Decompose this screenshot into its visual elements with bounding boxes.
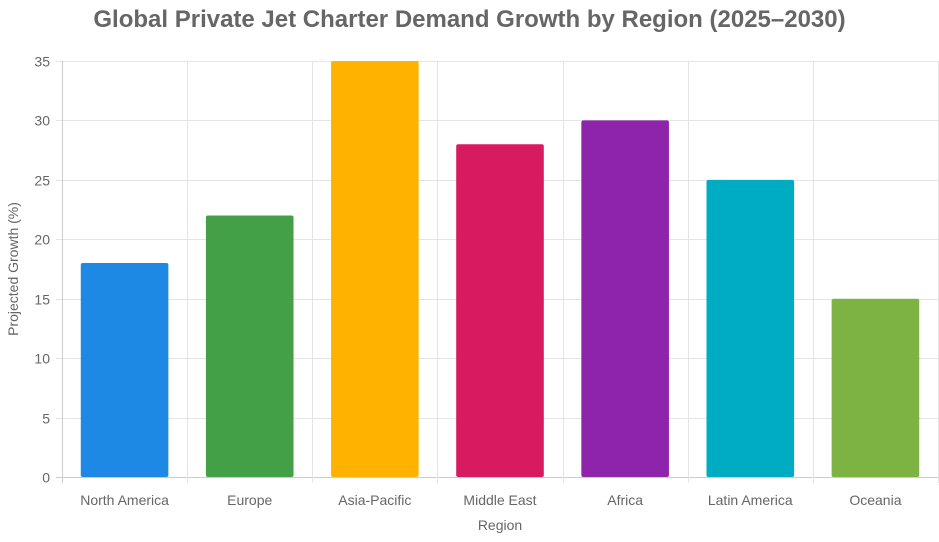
chart-title: Global Private Jet Charter Demand Growth… [93,6,846,33]
x-axis-title: Region [478,517,522,533]
bar-africa [581,120,669,477]
bar-north-america [80,263,169,477]
bar-oceania [831,298,920,477]
x-tick-label: Latin America [708,492,793,508]
axis-layer: 0 5 10 15 20 25 30 35 North America Europe Asia-Pa… [34,54,901,509]
bar-layer [80,61,920,477]
x-tick-label: Oceania [849,492,901,508]
y-tick-label: 30 [34,113,50,129]
x-tick-label: Middle East [463,492,536,508]
y-tick-label: 35 [34,54,50,70]
bar-middle-east [456,144,544,477]
y-tick-label: 10 [34,351,50,367]
x-tick-label: North America [80,492,169,508]
x-tick-label: Asia-Pacific [338,492,411,508]
y-tick-label: 5 [42,411,50,427]
x-tick-label: Europe [227,492,272,508]
y-tick-label: 25 [34,173,50,189]
y-tick-label: 0 [42,470,50,486]
bar-europe [205,215,294,477]
bar-asia-pacific [331,61,419,477]
x-tick-label: Africa [607,492,643,508]
y-tick-label: 15 [34,292,50,308]
bar-latin-america [706,179,795,477]
y-axis-title: Projected Growth (%) [5,202,21,336]
y-tick-label: 20 [34,232,50,248]
